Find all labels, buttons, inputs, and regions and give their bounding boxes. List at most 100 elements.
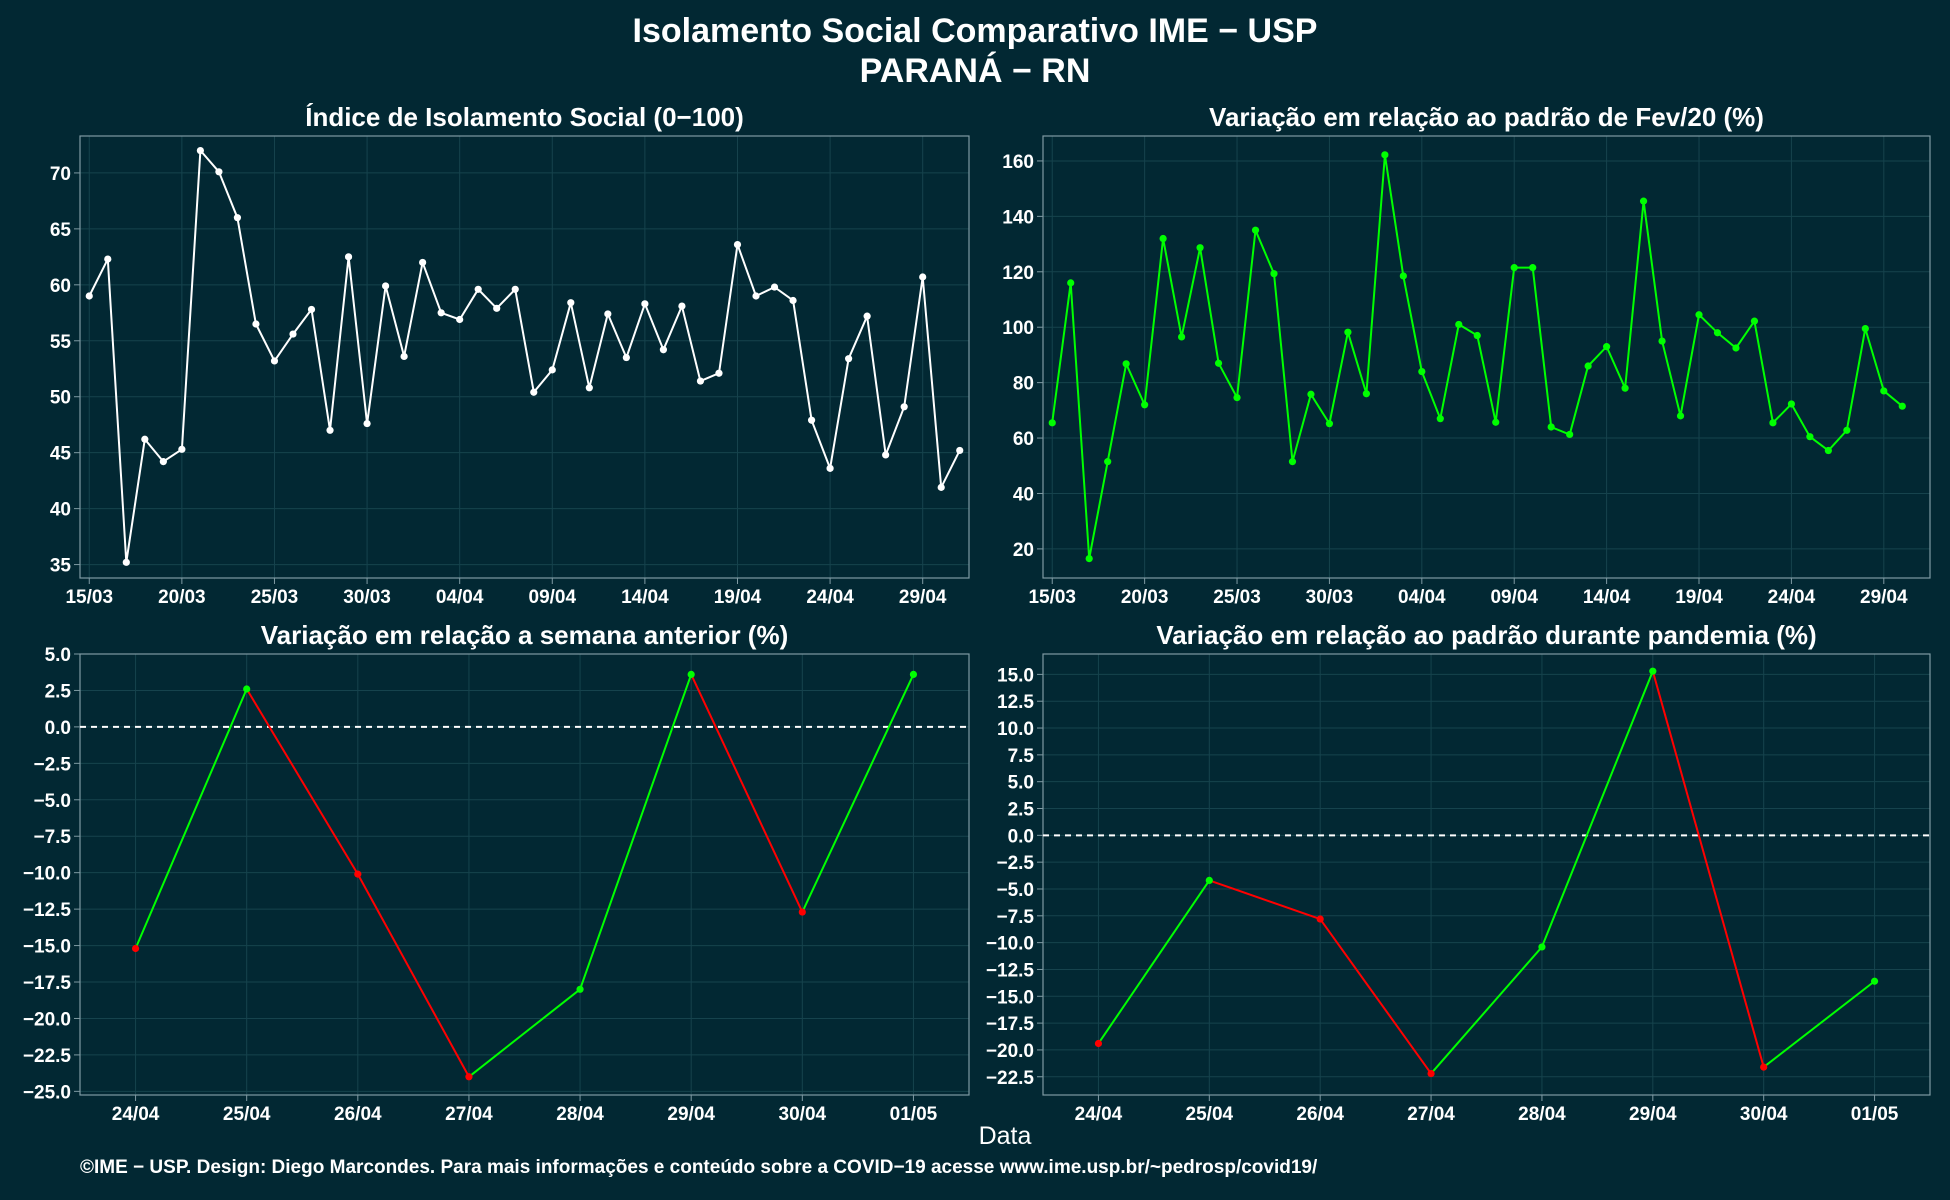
data-point — [1880, 387, 1888, 395]
data-point — [1104, 458, 1112, 466]
data-point — [1603, 343, 1611, 351]
data-point — [1048, 419, 1056, 427]
y-tick-label: 10.0 — [997, 719, 1034, 740]
data-point — [567, 299, 575, 307]
panel-border-fev20 — [1042, 135, 1931, 579]
data-point — [789, 296, 797, 305]
y-tick-label: 5.0 — [1008, 773, 1034, 794]
data-point — [1621, 384, 1629, 392]
data-point — [252, 320, 260, 328]
data-point — [400, 352, 408, 361]
x-tick-label: 26/04 — [334, 1104, 382, 1125]
data-point — [1085, 555, 1093, 563]
data-point — [1473, 331, 1481, 340]
data-point — [511, 285, 519, 293]
x-tick-label: 30/04 — [779, 1104, 827, 1125]
x-tick-label: 15/03 — [65, 587, 113, 608]
panel-title-fev20: Variação em relação ao padrão de Fev/20 … — [1209, 102, 1764, 132]
y-tick-label: 35 — [50, 556, 72, 577]
x-tick-label: 30/03 — [1306, 587, 1354, 608]
x-axis-title: Data — [978, 1122, 1032, 1150]
data-point — [752, 292, 760, 300]
y-tick-label: −7.5 — [996, 907, 1034, 928]
data-point — [493, 304, 501, 312]
data-point — [363, 419, 371, 428]
y-tick-label: 70 — [50, 164, 71, 185]
x-tick-label: 29/04 — [899, 587, 947, 608]
data-point — [882, 451, 890, 459]
data-point — [1288, 458, 1297, 466]
data-point — [1713, 329, 1722, 337]
series-segment — [1208, 879, 1321, 920]
panel-border-semana — [79, 653, 970, 1096]
y-tick-label: 0.0 — [45, 718, 71, 739]
x-tick-label: 30/04 — [1740, 1104, 1788, 1125]
x-tick-label: 09/04 — [1490, 587, 1538, 608]
data-point — [1094, 1039, 1103, 1048]
data-point — [678, 302, 686, 310]
data-point — [1427, 1069, 1435, 1078]
data-point — [1196, 244, 1204, 252]
data-point — [1806, 433, 1814, 441]
data-point — [85, 292, 93, 300]
data-point — [687, 670, 695, 679]
data-point — [474, 285, 482, 293]
x-tick-label: 27/04 — [1407, 1104, 1455, 1125]
y-tick-label: −2.5 — [996, 853, 1034, 874]
data-point — [1732, 344, 1740, 352]
data-point — [1639, 197, 1648, 205]
panel-title-pandemia: Variação em relação ao padrão durante pa… — [1156, 620, 1816, 650]
data-point — [1325, 420, 1334, 428]
x-tick-label: 24/04 — [1768, 587, 1816, 608]
x-tick-label: 14/04 — [621, 587, 669, 608]
data-point — [178, 445, 186, 453]
data-point — [1399, 272, 1407, 280]
data-point — [437, 309, 445, 317]
y-tick-label: −12.5 — [23, 900, 72, 921]
data-point — [1205, 876, 1213, 885]
data-point — [1750, 317, 1759, 325]
data-point — [270, 357, 279, 365]
data-point — [1547, 423, 1555, 431]
x-tick-label: 26/04 — [1296, 1104, 1344, 1125]
x-tick-label: 04/04 — [436, 587, 484, 608]
data-point — [696, 377, 705, 385]
data-point — [233, 214, 242, 222]
y-tick-label: 55 — [50, 332, 72, 353]
y-tick-label: 5.0 — [45, 645, 71, 666]
y-tick-label: 60 — [50, 276, 71, 297]
x-tick-label: 25/03 — [251, 587, 299, 608]
series-line-fev20 — [1051, 154, 1903, 559]
y-tick-label: 80 — [1013, 374, 1034, 395]
y-tick-label: −12.5 — [986, 960, 1035, 981]
data-point — [289, 330, 297, 338]
data-point — [798, 908, 806, 916]
data-point — [604, 310, 612, 318]
y-tick-label: 40 — [1013, 484, 1034, 505]
y-tick-label: −20.0 — [23, 1009, 71, 1030]
data-point — [1436, 415, 1444, 423]
panel-border-pandemia — [1042, 653, 1931, 1096]
y-tick-label: −15.0 — [23, 937, 71, 958]
y-tick-label: 15.0 — [997, 665, 1034, 686]
data-point — [641, 300, 649, 308]
y-tick-label: 40 — [50, 500, 71, 521]
data-point — [141, 435, 149, 443]
data-point — [381, 282, 390, 290]
data-point — [1529, 264, 1537, 272]
data-point — [1676, 412, 1685, 420]
data-point — [937, 483, 945, 491]
x-tick-label: 30/03 — [343, 587, 391, 608]
data-point — [1270, 270, 1278, 278]
y-tick-label: 12.5 — [997, 692, 1034, 713]
data-point — [1861, 324, 1869, 333]
y-tick-label: 7.5 — [1008, 746, 1035, 767]
data-point — [1566, 430, 1574, 439]
x-tick-label: 01/05 — [1851, 1104, 1899, 1125]
y-tick-label: −10.0 — [23, 864, 71, 885]
x-tick-label: 24/04 — [806, 587, 854, 608]
footer-credit: ©IME − USP. Design: Diego Marcondes. Par… — [80, 1157, 1318, 1178]
data-point — [919, 273, 927, 281]
data-point — [243, 685, 251, 693]
data-point — [1159, 234, 1167, 243]
